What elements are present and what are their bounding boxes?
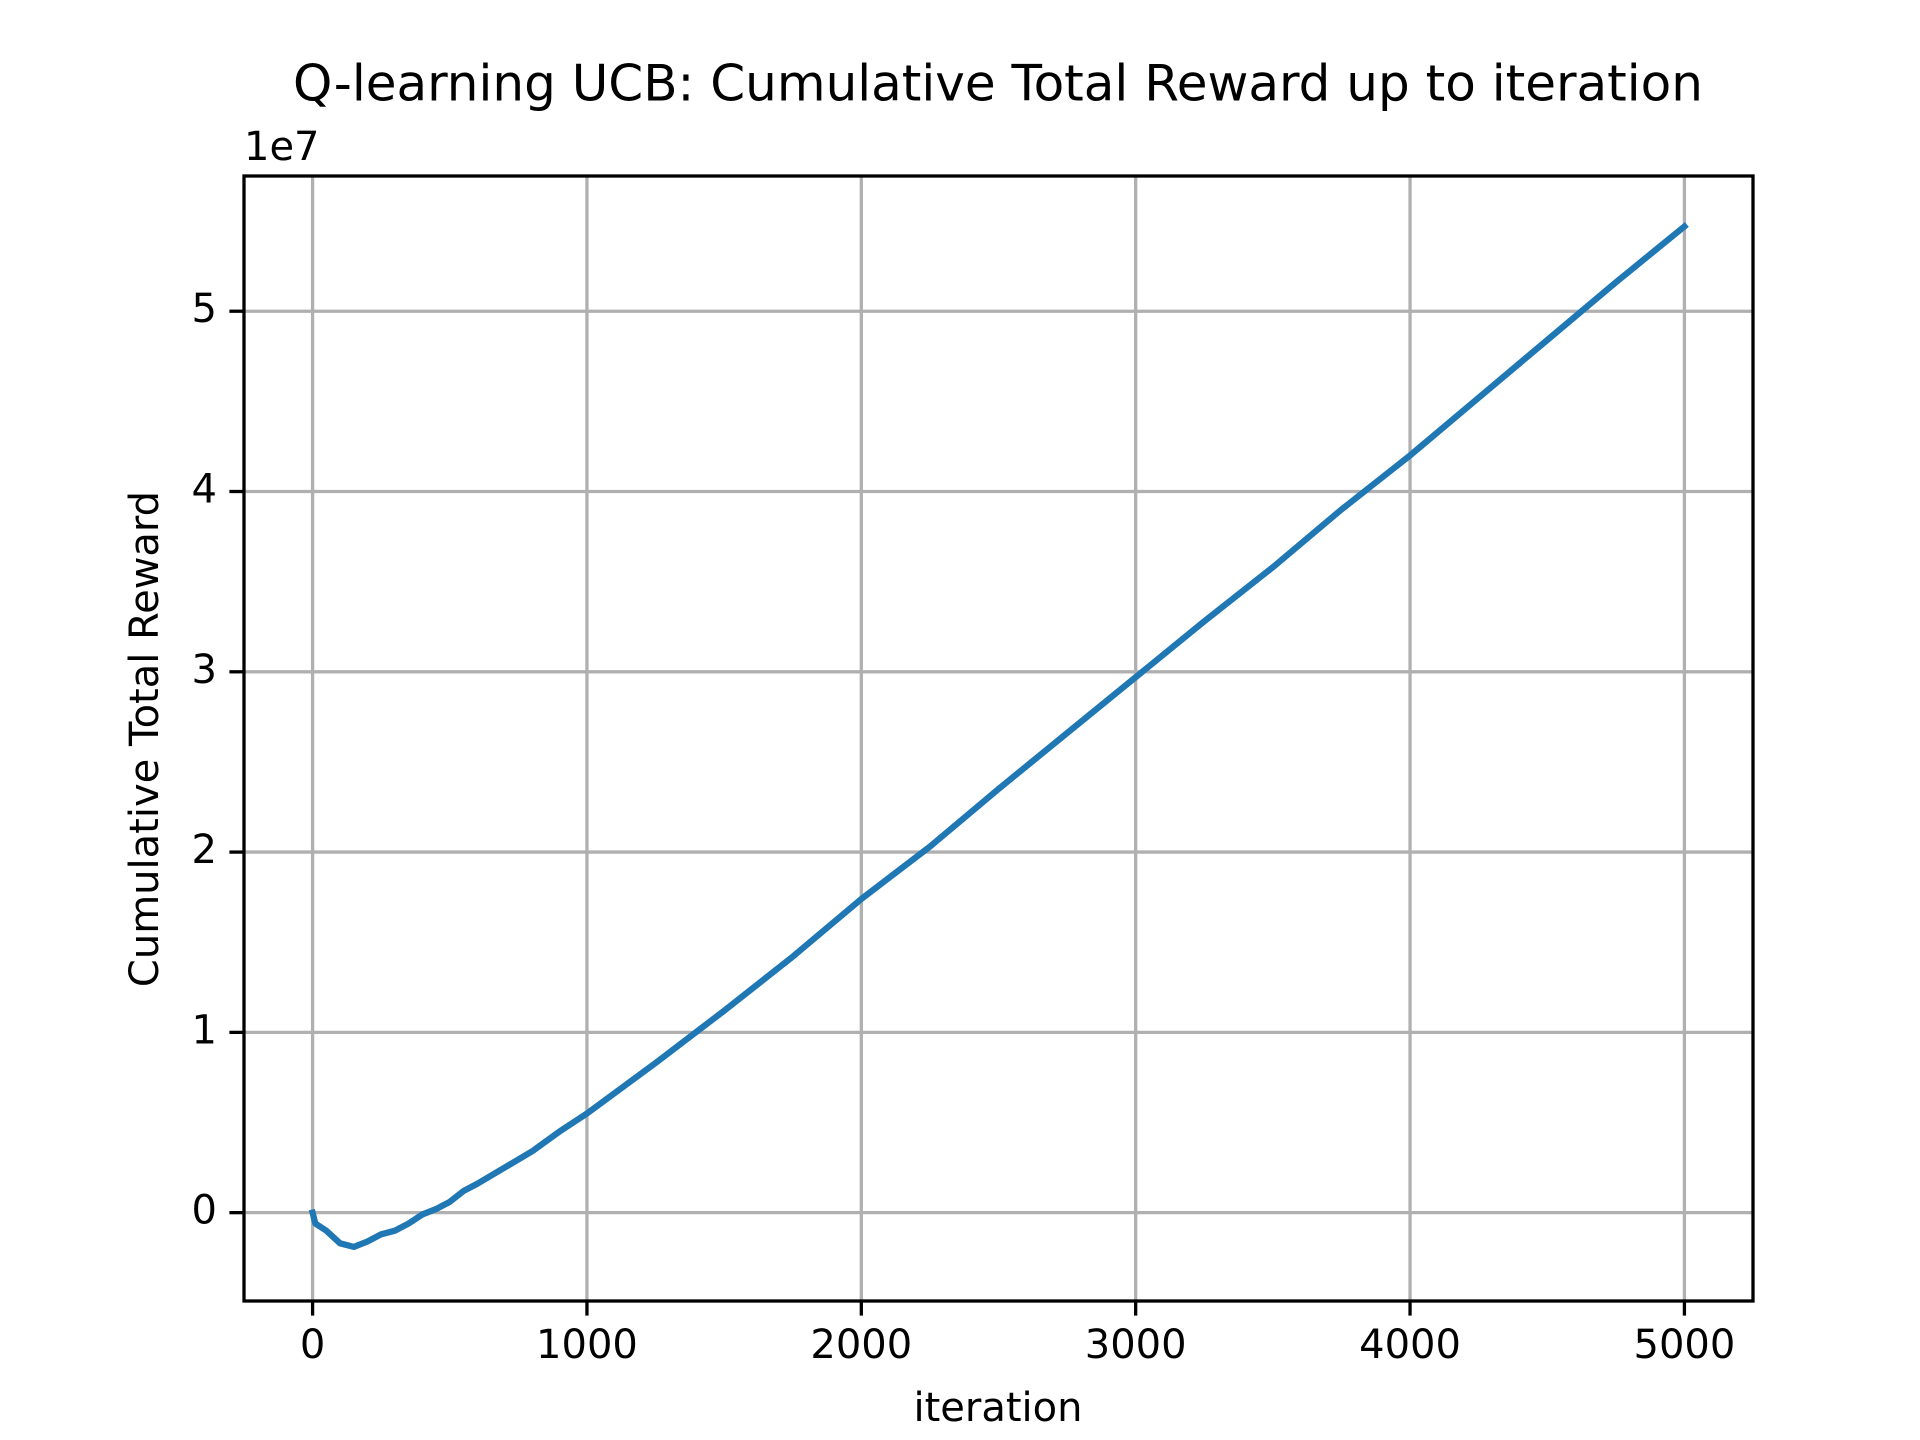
y-tick-label: 3	[192, 647, 217, 693]
chart-title: Q-learning UCB: Cumulative Total Reward …	[293, 55, 1703, 113]
x-tick-label: 5000	[1634, 1322, 1736, 1368]
y-tick-label: 2	[192, 827, 217, 873]
y-tick-label: 1	[192, 1007, 217, 1053]
y-tick-label: 4	[192, 467, 217, 513]
x-axis-label: iteration	[914, 1385, 1083, 1431]
data-line	[308, 222, 1689, 1251]
y-axis-label: Cumulative Total Reward	[122, 491, 168, 987]
x-tick-label: 2000	[810, 1322, 912, 1368]
y-tick-label: 0	[192, 1188, 217, 1234]
x-tick-label: 4000	[1359, 1322, 1461, 1368]
x-tick-label: 3000	[1085, 1322, 1187, 1368]
plot-frame	[242, 174, 1755, 1303]
x-tick-label: 0	[300, 1322, 325, 1368]
y-offset-label: 1e7	[244, 124, 320, 170]
x-tick-label: 1000	[536, 1322, 638, 1368]
y-tick-label: 5	[192, 286, 217, 332]
